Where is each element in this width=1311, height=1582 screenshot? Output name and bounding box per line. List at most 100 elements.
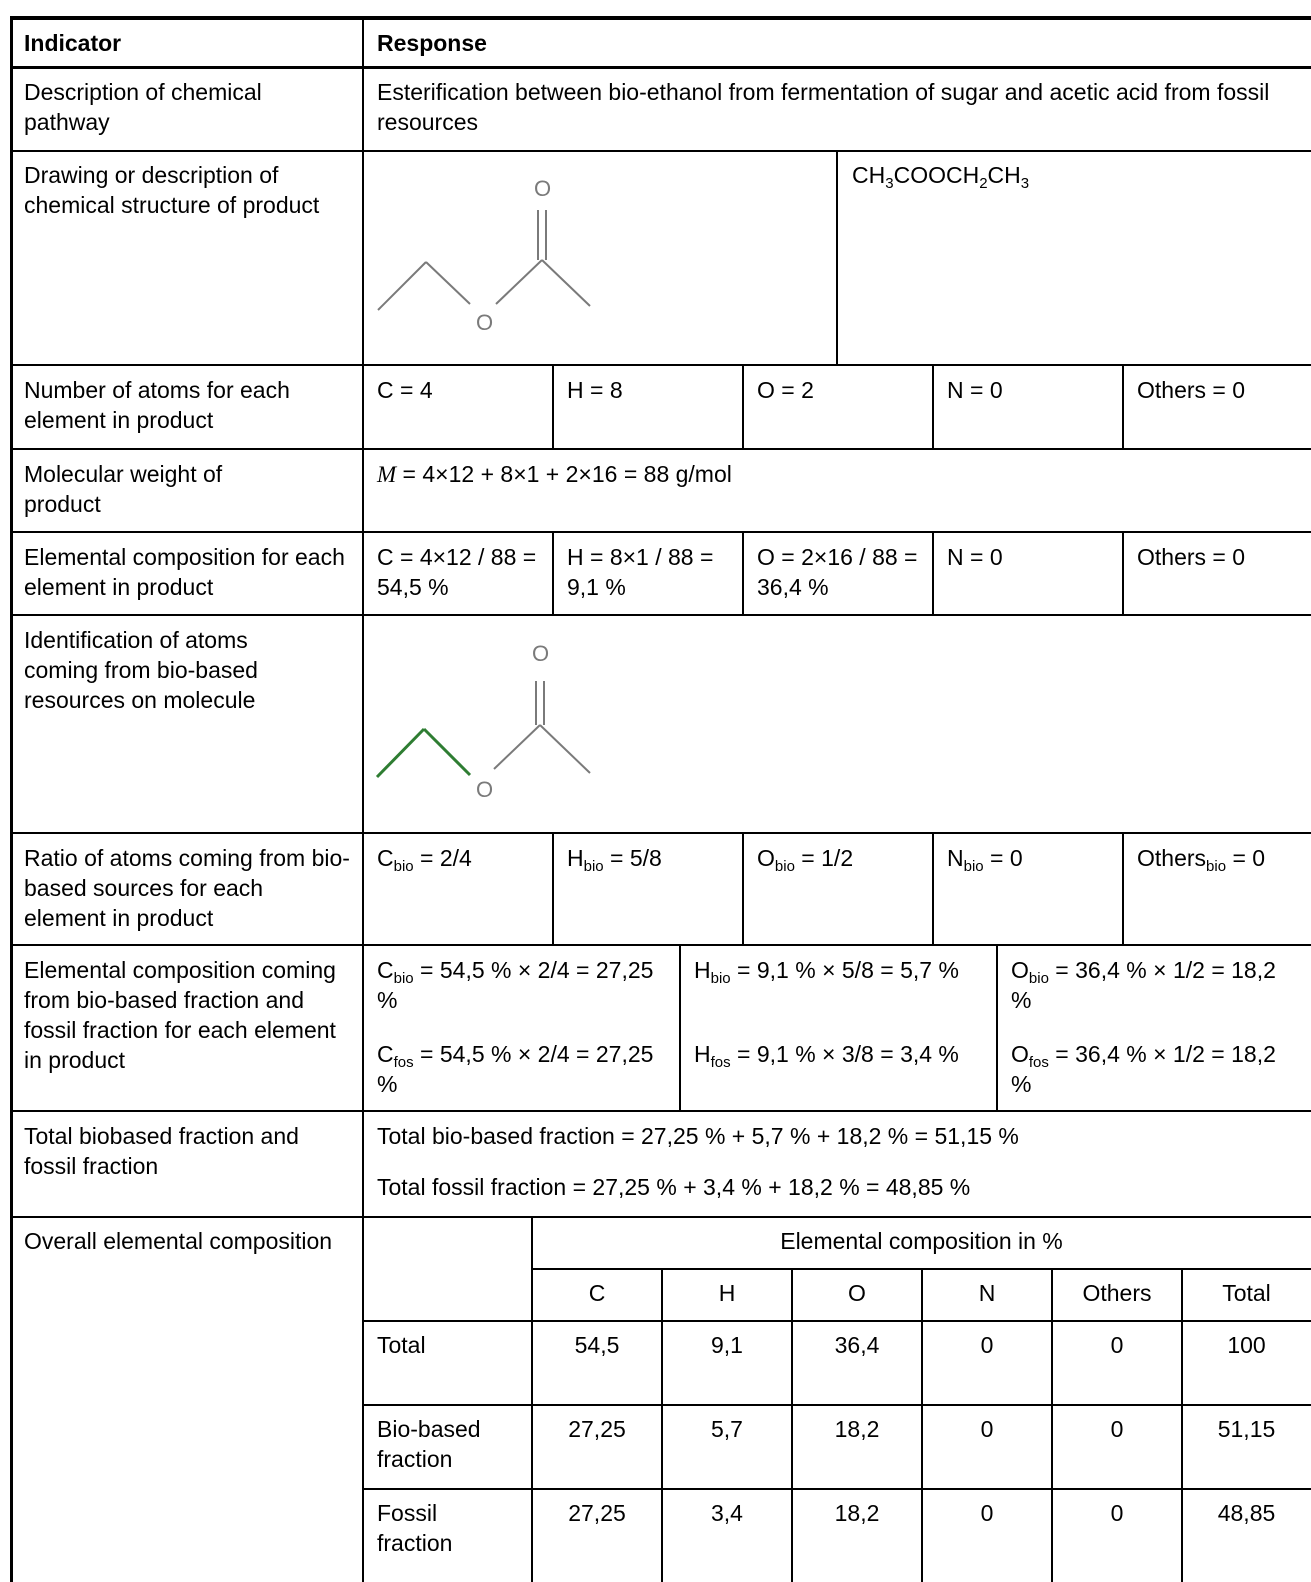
bond-methyl [539, 724, 591, 774]
overall-row-bio-n: 0 [980, 1416, 994, 1442]
overall-row-divider [362, 1488, 1311, 1490]
overall-col-o: O [848, 1280, 866, 1306]
ratio-h: Hbio = 5/8 [567, 845, 662, 875]
overall-row-fossil-name: Fossil fraction [377, 1500, 453, 1556]
atom-o-ring: O [476, 777, 493, 802]
fraction-col-divider [679, 944, 681, 1110]
table-top-border [10, 16, 1311, 20]
fraction-h-fos: Hfos = 9,1 % × 3/8 = 3,4 % [694, 1041, 959, 1071]
row-divider [10, 614, 1311, 616]
overall-row-total-n: 0 [980, 1332, 994, 1358]
bond-ethyl-2 [425, 261, 471, 305]
bond-methyl [541, 259, 591, 307]
element-col-divider [932, 531, 934, 615]
bond-ester-o [493, 724, 541, 770]
bio-bonds [375, 727, 472, 779]
bond-ethyl-1 [377, 261, 427, 311]
overall-row-bio-h: 5,7 [711, 1416, 743, 1442]
label-bio-ratio: Ratio of atoms coming from bio-based sou… [24, 845, 350, 931]
total-bio-based: Total bio-based fraction = 27,25 % + 5,7… [377, 1123, 1019, 1149]
atoms-n: N = 0 [947, 377, 1003, 403]
composition-c: C = 4×12 / 88 = 54,5 % [377, 544, 537, 600]
table-left-border [10, 16, 13, 1582]
ratio-c: Cbio = 2/4 [377, 845, 472, 875]
header-response: Response [377, 30, 487, 56]
atom-o-ring: O [476, 310, 493, 335]
row-divider [10, 832, 1311, 834]
overall-col-h: H [718, 1280, 736, 1306]
overall-col-others: Others [1082, 1280, 1152, 1306]
row-divider [10, 448, 1311, 450]
bond-ethyl-1-bio [375, 727, 426, 779]
bond-ethyl-2-bio [422, 727, 472, 777]
label-elemental-composition: Elemental composition for each element i… [24, 544, 345, 600]
label-bio-atom-identification: Identification of atoms coming from bio-… [24, 627, 258, 713]
row-divider [10, 944, 1311, 946]
structural-formula: CH3COOCH2CH3 [852, 162, 1030, 192]
ratio-o: Obio = 1/2 [757, 845, 854, 875]
overall-row-divider [362, 1320, 1311, 1322]
overall-row-total-name: Total [377, 1332, 426, 1358]
label-overall-composition: Overall elemental composition [24, 1228, 333, 1254]
molecule-bio-highlight: O O [375, 641, 591, 802]
molecule-drawing: O O [377, 176, 591, 335]
overall-col-divider [921, 1268, 923, 1582]
row-divider [10, 364, 1311, 366]
label-chemical-pathway: Description of chemical pathway [24, 79, 262, 135]
overall-col-divider [1181, 1268, 1183, 1582]
atoms-c: C = 4 [377, 377, 433, 403]
bond-ester-o [495, 259, 543, 305]
overall-row-bio-c: 27,25 [568, 1416, 626, 1442]
overall-row-total-h: 9,1 [711, 1332, 743, 1358]
overall-row-total-total: 100 [1227, 1332, 1266, 1358]
element-col-divider [1122, 531, 1124, 615]
atoms-others: Others = 0 [1137, 377, 1246, 403]
fraction-o-bio: Obio = 36,4 % × 1/2 = 18,2 % [1011, 957, 1276, 1013]
element-col-divider [742, 531, 744, 615]
element-col-divider [932, 832, 934, 944]
overall-row-bio-name: Bio-based fraction [377, 1416, 481, 1472]
element-col-divider [932, 364, 934, 448]
overall-row-fossil-total: 48,85 [1217, 1500, 1276, 1526]
overall-row-fossil-others: 0 [1110, 1500, 1124, 1526]
label-chemical-structure: Drawing or description of chemical struc… [24, 162, 320, 218]
atom-o-top: O [534, 176, 551, 201]
overall-col-total: Total [1222, 1280, 1271, 1306]
fraction-c-bio: Cbio = 54,5 % × 2/4 = 27,25 % [377, 957, 654, 1013]
element-col-divider [1122, 364, 1124, 448]
overall-row-divider [362, 1404, 1311, 1406]
overall-row-fossil-c: 27,25 [568, 1500, 626, 1526]
fraction-o-fos: Ofos = 36,4 % × 1/2 = 18,2 % [1011, 1041, 1276, 1097]
overall-col-divider [661, 1268, 663, 1582]
fraction-col-divider [996, 944, 998, 1110]
ratio-n: Nbio = 0 [947, 845, 1023, 875]
overall-row-total-c: 54,5 [574, 1332, 620, 1358]
overall-row-fossil-o: 18,2 [834, 1500, 880, 1526]
overall-row-total-others: 0 [1110, 1332, 1124, 1358]
row-divider [10, 1216, 1311, 1218]
atoms-h: H = 8 [567, 377, 623, 403]
overall-col-divider [531, 1216, 533, 1582]
ratio-others: Othersbio = 0 [1137, 845, 1266, 875]
fossil-bonds [493, 681, 591, 774]
overall-table-title: Elemental composition in % [780, 1228, 1063, 1254]
label-total-fractions: Total biobased fraction and fossil fract… [24, 1123, 299, 1179]
overall-col-n: N [978, 1280, 996, 1306]
label-bio-fossil-composition: Elemental composition coming from bio-ba… [24, 957, 336, 1073]
overall-row-total-o: 36,4 [834, 1332, 880, 1358]
overall-row-bio-total: 51,15 [1217, 1416, 1276, 1442]
row-divider [10, 531, 1311, 533]
element-col-divider [552, 531, 554, 615]
label-molecular-weight: Molecular weight of product [24, 461, 223, 517]
row-divider [10, 150, 1311, 152]
overall-col-c: C [588, 1280, 606, 1306]
composition-others: Others = 0 [1137, 544, 1246, 570]
header-divider [10, 66, 1311, 69]
overall-row-fossil-h: 3,4 [711, 1500, 743, 1526]
atoms-o: O = 2 [757, 377, 814, 403]
overall-row-fossil-n: 0 [980, 1500, 994, 1526]
composition-o: O = 2×16 / 88 = 36,4 % [757, 544, 918, 600]
atom-o-top: O [532, 641, 549, 666]
composition-n: N = 0 [947, 544, 1003, 570]
indicator-column-divider [362, 16, 364, 1582]
